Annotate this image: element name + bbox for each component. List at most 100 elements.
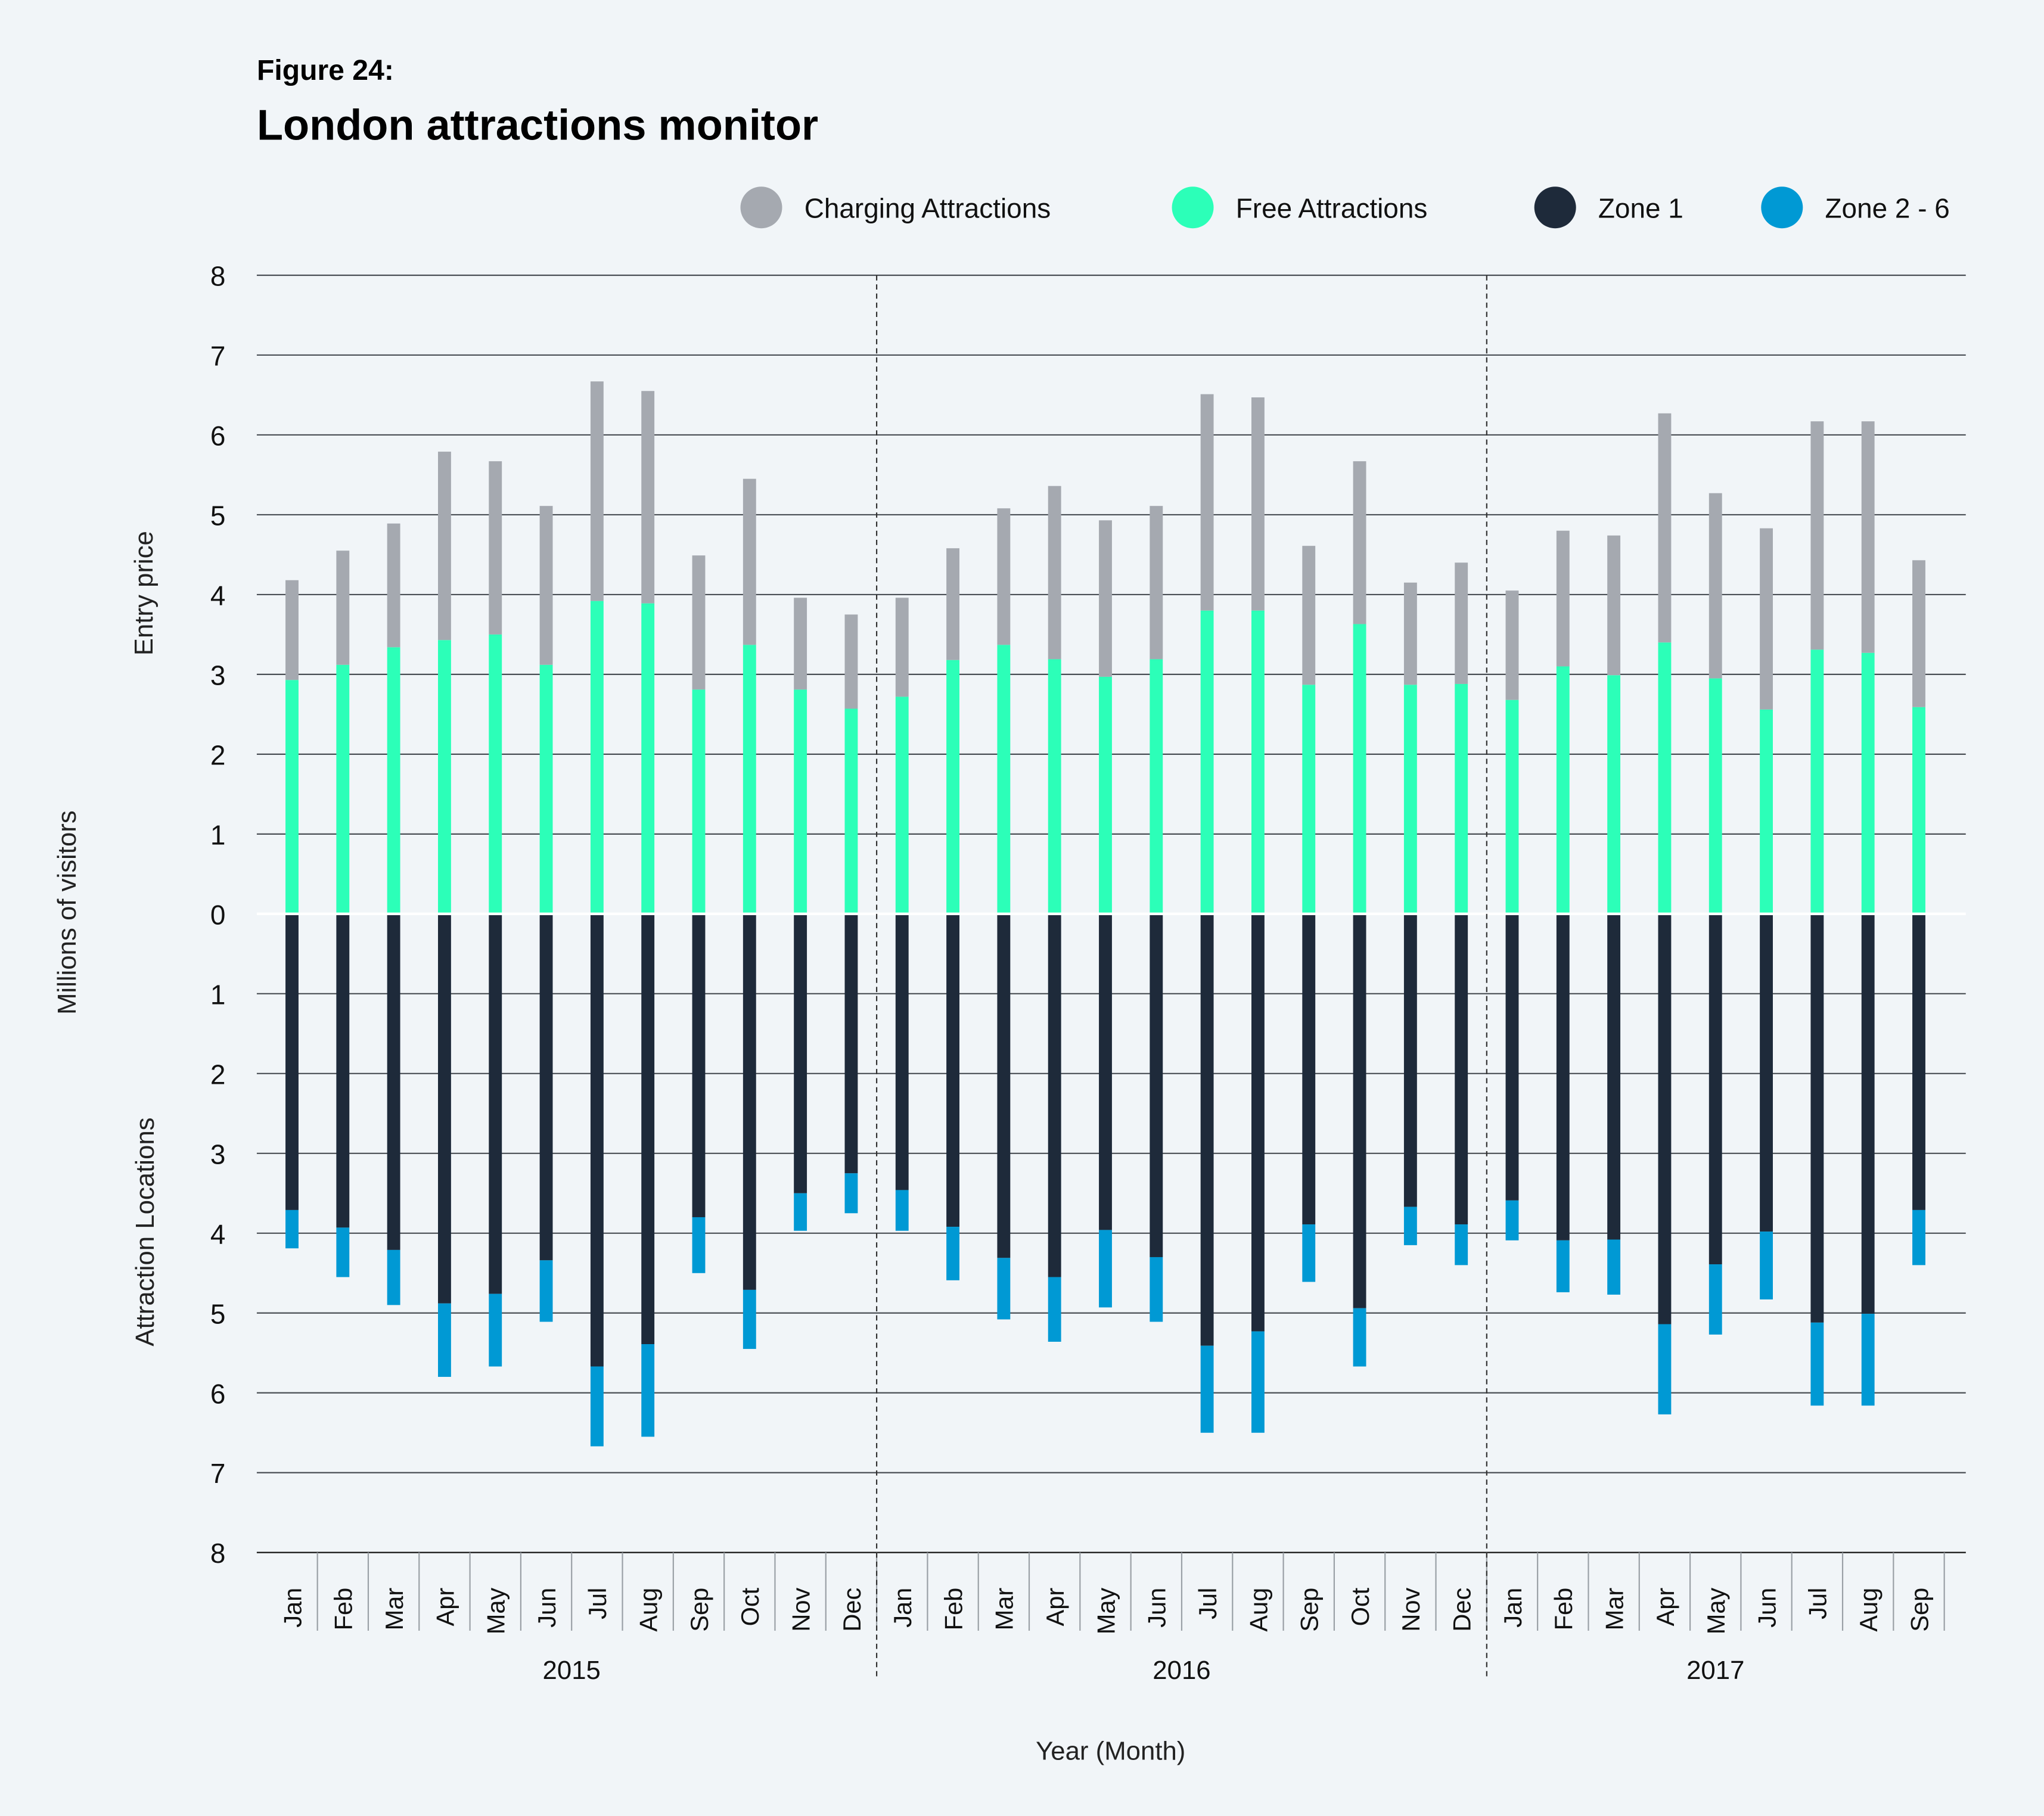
bar-zone-2-6 [895, 1190, 909, 1231]
y-tick-label: 3 [210, 1139, 226, 1170]
bar-free-attractions [1912, 707, 1925, 914]
bar-zone-1 [794, 915, 807, 1193]
bar-free-attractions [895, 696, 909, 914]
y-tick-label: 5 [210, 1298, 226, 1329]
bar-zone-2-6 [1810, 1322, 1824, 1406]
y-tick-label: 6 [210, 1378, 226, 1409]
chart-title: London attractions monitor [257, 101, 818, 149]
bar-charging-attractions [1810, 421, 1824, 650]
bar-free-attractions [336, 664, 350, 914]
y-tick-label: 3 [210, 660, 226, 691]
bar-zone-1 [1912, 915, 1925, 1210]
bar-charging-attractions [1200, 394, 1214, 611]
bar-zone-2-6 [743, 1289, 756, 1349]
bar-zone-2-6 [1760, 1232, 1773, 1299]
legend-label-0: Charging Attractions [804, 193, 1051, 224]
bar-zone-1 [1251, 915, 1265, 1332]
bar-free-attractions [438, 640, 451, 914]
bar-charging-attractions [387, 523, 400, 648]
x-tick-label: Aug [1854, 1588, 1883, 1632]
bar-free-attractions [692, 689, 706, 914]
bar-free-attractions [1455, 683, 1468, 914]
bar-zone-2-6 [1861, 1314, 1875, 1406]
x-tick-label: Mar [1600, 1588, 1628, 1631]
bar-zone-2-6 [1099, 1230, 1112, 1308]
y-tick-label: 6 [210, 420, 226, 451]
bar-zone-1 [387, 915, 400, 1250]
y-tick-label: 4 [210, 1218, 226, 1249]
bar-zone-2-6 [1353, 1308, 1366, 1367]
legend-swatch-2 [1534, 186, 1576, 229]
x-tick-label: Jun [1143, 1588, 1171, 1628]
legend: Charging Attractions Free Attractions Zone… [740, 186, 1950, 229]
bar-zone-1 [997, 915, 1011, 1258]
bar-charging-attractions [489, 461, 502, 635]
bar-zone-1 [1658, 915, 1672, 1324]
bar-charging-attractions [844, 614, 858, 709]
y-tick-label: 1 [210, 979, 226, 1010]
legend-swatch-1 [1172, 186, 1214, 229]
y-tick-label: 7 [210, 1458, 226, 1489]
x-tick-label: Jan [1499, 1588, 1527, 1628]
bar-zone-1 [1150, 915, 1163, 1257]
legend-label-1: Free Attractions [1236, 193, 1428, 224]
y-tick-label: 1 [210, 819, 226, 850]
bar-free-attractions [946, 660, 959, 914]
bar-zone-2-6 [692, 1217, 706, 1273]
bar-zone-2-6 [489, 1293, 502, 1367]
bar-zone-2-6 [1150, 1257, 1163, 1322]
bar-free-attractions [539, 664, 553, 914]
bar-free-attractions [489, 634, 502, 914]
bar-zone-1 [1302, 915, 1316, 1225]
bar-zone-2-6 [1912, 1209, 1925, 1265]
bar-free-attractions [1251, 610, 1265, 914]
bar-zone-1 [438, 915, 451, 1304]
x-tick-label: Mar [990, 1588, 1018, 1631]
bar-zone-2-6 [539, 1260, 553, 1322]
bar-zone-2-6 [641, 1344, 655, 1437]
y-tick-label: 8 [210, 1538, 226, 1569]
bar-zone-2-6 [1251, 1331, 1265, 1433]
bar-zone-1 [1810, 915, 1824, 1323]
bar-zone-1 [844, 915, 858, 1174]
x-tick-label: Oct [736, 1587, 764, 1626]
bar-charging-attractions [1708, 493, 1722, 679]
x-tick-label: Nov [1397, 1588, 1425, 1632]
bar-charging-attractions [1505, 590, 1519, 700]
bar-zone-2-6 [1658, 1324, 1672, 1414]
y-axis-ticks: 0 1 2 3 4 5 6 7 8 1 2 3 4 5 6 7 8 [210, 260, 226, 1569]
bar-free-attractions [1810, 649, 1824, 914]
bar-free-attractions [1403, 685, 1417, 914]
bar-zone-2-6 [1556, 1240, 1570, 1292]
bar-charging-attractions [1099, 520, 1112, 677]
x-tick-label: Jan [889, 1588, 917, 1628]
x-tick-label: Feb [330, 1588, 358, 1631]
bar-zone-2-6 [1607, 1239, 1621, 1295]
bar-zone-2-6 [1505, 1200, 1519, 1240]
bar-charging-attractions [1353, 461, 1366, 624]
bar-charging-attractions [692, 555, 706, 690]
bar-zone-2-6 [1455, 1224, 1468, 1265]
x-tick-label: Apr [1041, 1588, 1069, 1627]
bar-zone-1 [1861, 915, 1875, 1314]
bar-free-attractions [1099, 676, 1112, 914]
bar-zone-2-6 [844, 1173, 858, 1214]
bar-free-attractions [1200, 610, 1214, 914]
x-tick-label: Jun [533, 1588, 561, 1628]
x-tick-label: Jul [1804, 1588, 1832, 1619]
bar-charging-attractions [539, 506, 553, 665]
y-tick-label: 7 [210, 340, 226, 371]
year-label: 2016 [1153, 1656, 1210, 1685]
figure-label: Figure 24: [257, 54, 394, 86]
bar-zone-2-6 [387, 1249, 400, 1305]
bar-zone-1 [1607, 915, 1621, 1240]
bar-charging-attractions [1556, 530, 1570, 667]
bar-charging-attractions [1251, 397, 1265, 611]
bar-free-attractions [641, 603, 655, 914]
bar-zone-1 [692, 915, 706, 1217]
bar-zone-1 [1556, 915, 1570, 1240]
bar-charging-attractions [1302, 546, 1316, 685]
bars [256, 381, 1966, 1447]
bar-zone-2-6 [1200, 1345, 1214, 1433]
bar-charging-attractions [895, 598, 909, 697]
